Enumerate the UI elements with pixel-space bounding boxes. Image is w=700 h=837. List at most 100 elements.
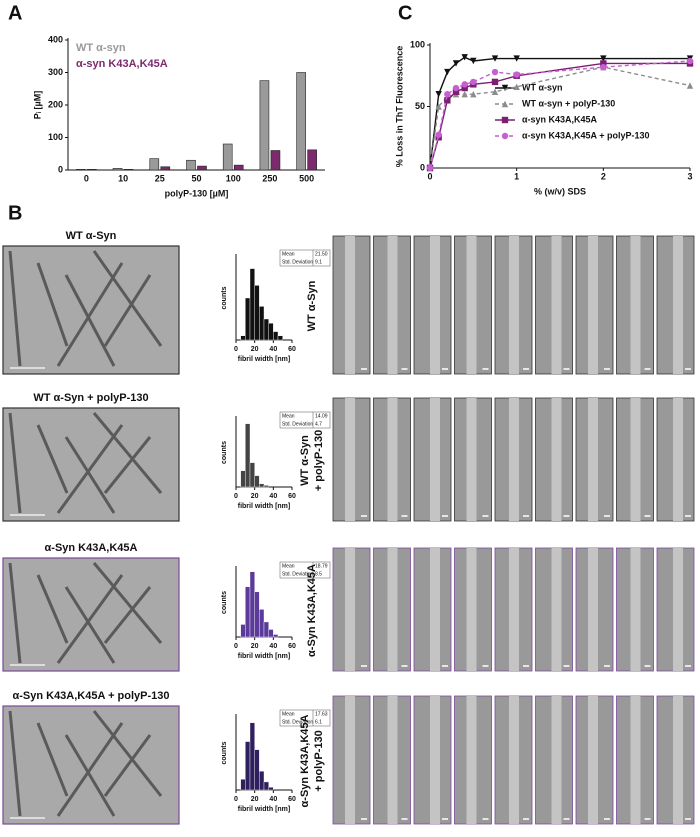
side-label: WT α-Syn	[306, 280, 318, 331]
stats-value: 14.09	[315, 413, 328, 419]
fibril-core	[551, 548, 562, 671]
fibril-core	[509, 548, 519, 671]
marker	[452, 88, 460, 95]
fibril	[103, 734, 152, 797]
bar	[270, 150, 281, 171]
x-tick-label: 60	[288, 346, 296, 353]
fibril-core	[630, 696, 641, 824]
x-tick-label: 0	[84, 173, 89, 183]
series-line	[429, 56, 690, 169]
marker	[491, 78, 499, 86]
y-axis-label: counts	[221, 441, 228, 464]
marker	[600, 55, 607, 62]
fibril-core	[588, 398, 598, 521]
hist-bar	[259, 483, 265, 488]
fibril-core	[345, 398, 355, 521]
stats-label: Mean	[282, 563, 295, 569]
y-axis-label: counts	[221, 591, 228, 614]
legend-label: α-syn K43A,K45A	[76, 58, 168, 70]
marker	[491, 55, 499, 62]
y-axis-label: % Loss in ThT Fluorescence	[394, 46, 404, 168]
stats-box	[279, 709, 331, 727]
fibril-core	[551, 398, 562, 521]
x-axis-label: fibril width [nm]	[238, 356, 291, 363]
hist-bar	[263, 621, 269, 638]
hist-bar	[240, 779, 246, 791]
x-tick-label: 250	[262, 173, 277, 183]
side-label: + polyP-130	[313, 730, 325, 791]
stats-value: 9.1	[315, 259, 322, 265]
fibril	[56, 262, 124, 367]
x-tick-label: 0	[234, 796, 238, 803]
fibril-core	[630, 398, 641, 521]
series-line	[429, 60, 691, 169]
stats-label: Mean	[282, 413, 295, 419]
stats-value: 17.63	[315, 711, 328, 717]
fibril-core	[430, 398, 440, 521]
x-tick-label: 0	[427, 171, 432, 181]
fibril-core	[588, 696, 598, 824]
marker	[461, 91, 468, 98]
stats-label: Std. Deviation	[282, 571, 313, 577]
fibril-core	[509, 696, 519, 824]
fibril	[103, 586, 152, 644]
bar	[197, 165, 207, 171]
y-tick-label: 100	[48, 132, 63, 142]
x-tick-label: 50	[191, 173, 201, 183]
fibril-core	[630, 236, 641, 374]
micrograph-title: WT α-Syn	[66, 230, 117, 242]
fibril-core	[466, 548, 477, 671]
hist-bar	[277, 335, 283, 341]
fibril	[64, 436, 116, 514]
fibril	[56, 574, 124, 664]
hist-bar	[240, 335, 246, 341]
marker	[435, 91, 442, 98]
fibril	[56, 424, 124, 514]
hist-bar	[259, 609, 265, 638]
marker	[444, 91, 451, 98]
x-tick-label: 500	[299, 173, 314, 183]
hist-bar	[268, 629, 274, 638]
fibril-core	[630, 548, 641, 671]
hist-bar	[273, 331, 279, 341]
micrograph	[2, 705, 180, 825]
x-tick-label: 40	[269, 346, 277, 353]
fibril	[92, 412, 163, 494]
stats-label: Std. Deviation	[282, 719, 313, 725]
x-tick-label: 100	[226, 173, 241, 183]
marker	[435, 131, 442, 138]
marker	[461, 84, 468, 92]
legend-label: WT α-syn + polyP-130	[522, 98, 615, 108]
fibril-core	[345, 548, 355, 671]
x-tick-label: 2	[601, 171, 606, 181]
fibril	[103, 436, 152, 494]
hist-bar	[249, 268, 255, 341]
x-tick-label: 1	[514, 171, 519, 181]
side-label: WT α-Syn	[299, 435, 311, 486]
hist-bar	[240, 470, 246, 488]
x-tick-label: 20	[251, 346, 259, 353]
marker	[470, 78, 477, 86]
marker	[513, 83, 520, 91]
x-tick-label: 0	[234, 346, 238, 353]
micrograph-title: WT α-Syn + polyP-130	[33, 392, 148, 404]
fibril-core	[466, 696, 477, 824]
marker	[501, 116, 509, 124]
marker	[513, 71, 520, 78]
x-axis-label: % (w/v) SDS	[534, 186, 586, 196]
hist-bar	[249, 462, 255, 488]
x-tick-label: 40	[269, 796, 277, 803]
x-tick-label: 10	[118, 173, 128, 183]
y-tick-label: 300	[48, 67, 63, 77]
fibril	[56, 722, 124, 817]
hist-bar	[268, 787, 274, 791]
stats-box	[279, 561, 331, 579]
panel-label: A	[8, 2, 22, 24]
bar	[222, 143, 233, 171]
x-tick-label: 20	[251, 796, 259, 803]
hist-bar	[259, 306, 265, 341]
y-axis-label: counts	[221, 286, 228, 309]
legend-label: α-syn K43A,K45A + polyP-130	[522, 130, 650, 140]
bar	[160, 166, 171, 171]
